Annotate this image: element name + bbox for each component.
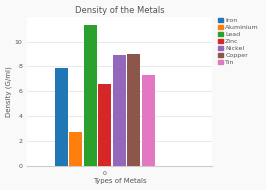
Legend: Iron, Aluminium, Lead, Zinc, Nickel, Copper, Tin: Iron, Aluminium, Lead, Zinc, Nickel, Cop… [217, 17, 260, 66]
Bar [98, 84, 111, 166]
Y-axis label: Density (G/ml): Density (G/ml) [6, 66, 12, 117]
Title: Density of the Metals: Density of the Metals [75, 6, 164, 15]
X-axis label: Types of Metals: Types of Metals [93, 178, 146, 184]
Bar [127, 55, 140, 166]
Bar [113, 55, 126, 166]
Bar [55, 68, 68, 166]
Bar [69, 132, 82, 166]
Bar [84, 25, 97, 166]
Bar [142, 75, 155, 166]
